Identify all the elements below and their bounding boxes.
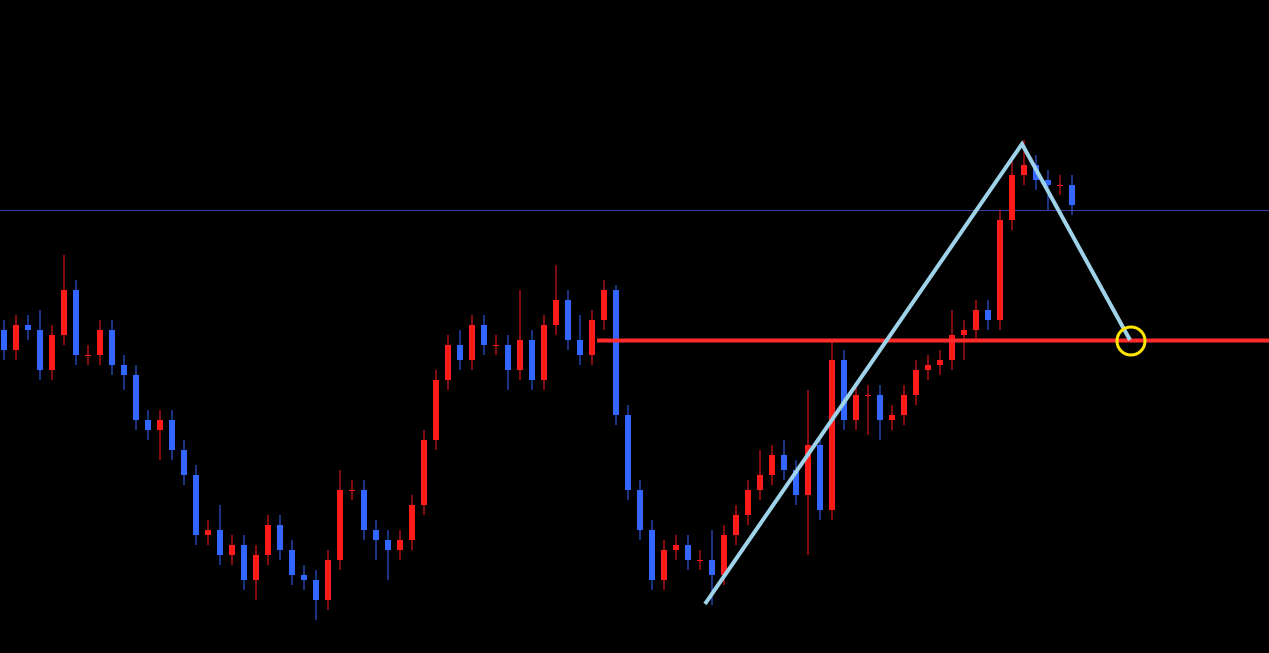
candle-body [1021, 165, 1027, 175]
candle-body [769, 455, 775, 475]
candle-body [1069, 185, 1075, 205]
candle-body [145, 420, 151, 430]
candle-body [469, 325, 475, 360]
candle-body [253, 555, 259, 580]
candle-body [397, 540, 403, 550]
candle-body [565, 300, 571, 340]
candle-body [517, 340, 523, 370]
candle-body [49, 335, 55, 370]
candle-body [157, 420, 163, 430]
candle-body [85, 355, 91, 356]
candle-body [697, 560, 703, 561]
candle-body [985, 310, 991, 320]
candle-body [721, 535, 727, 575]
candle-body [97, 330, 103, 355]
candle-body [109, 330, 115, 365]
candle-body [445, 345, 451, 380]
candle-body [505, 345, 511, 370]
candle-body [301, 575, 307, 580]
candle-body [421, 440, 427, 505]
candle-body [853, 395, 859, 420]
candle-body [541, 325, 547, 380]
candle-body [901, 395, 907, 415]
candle-body [37, 330, 43, 370]
candle-body [877, 395, 883, 420]
candle-body [553, 300, 559, 325]
target-circle [1115, 325, 1147, 357]
candle-body [433, 380, 439, 440]
candle-body [1045, 180, 1051, 185]
candle-body [73, 290, 79, 355]
candle-body [217, 530, 223, 555]
candle-body [325, 560, 331, 600]
candle-body [961, 330, 967, 335]
candle-body [289, 550, 295, 575]
candle-body [805, 445, 811, 495]
candle-body [625, 415, 631, 490]
candle-body [181, 450, 187, 475]
candle-body [649, 530, 655, 580]
candle-body [733, 515, 739, 535]
candle-body [997, 220, 1003, 320]
candles [1, 140, 1075, 620]
candle-body [889, 415, 895, 420]
candle-body [1009, 175, 1015, 220]
candle-body [13, 325, 19, 350]
candle-body [457, 345, 463, 360]
candle-body [949, 335, 955, 360]
candle-body [1, 330, 7, 350]
candle-body [781, 455, 787, 470]
candle-body [973, 310, 979, 330]
candle-body [589, 320, 595, 355]
candle-body [229, 545, 235, 555]
candle-body [865, 395, 871, 396]
candle-body [205, 530, 211, 535]
candle-body [277, 525, 283, 550]
candle-body [937, 360, 943, 365]
candle-body [913, 370, 919, 395]
candle-body [829, 360, 835, 510]
candle-body [925, 365, 931, 370]
candle-body [409, 505, 415, 540]
candle-body [529, 340, 535, 380]
candle-body [613, 290, 619, 415]
candle-body [373, 530, 379, 540]
candle-body [601, 290, 607, 320]
candle-body [673, 545, 679, 550]
candle-body [265, 525, 271, 555]
candle-body [169, 420, 175, 450]
candle-body [577, 340, 583, 355]
candle-body [25, 325, 31, 330]
candle-body [349, 490, 355, 491]
candle-body [313, 580, 319, 600]
candle-body [133, 375, 139, 420]
candle-body [757, 475, 763, 490]
candle-body [793, 470, 799, 495]
zigzag-line [703, 140, 1132, 606]
candle-body [637, 490, 643, 530]
candle-body [745, 490, 751, 515]
candle-body [361, 490, 367, 530]
candle-body [817, 445, 823, 510]
candle-body [61, 290, 67, 335]
candle-body [121, 365, 127, 375]
candle-body [385, 540, 391, 550]
candle-body [1057, 185, 1063, 186]
candle-body [709, 560, 715, 575]
candle-body [481, 325, 487, 345]
candle-body [841, 360, 847, 420]
candle-body [241, 545, 247, 580]
candle-body [685, 545, 691, 560]
candle-body [193, 475, 199, 535]
candle-body [493, 345, 499, 346]
candle-body [661, 550, 667, 580]
candle-body [337, 490, 343, 560]
